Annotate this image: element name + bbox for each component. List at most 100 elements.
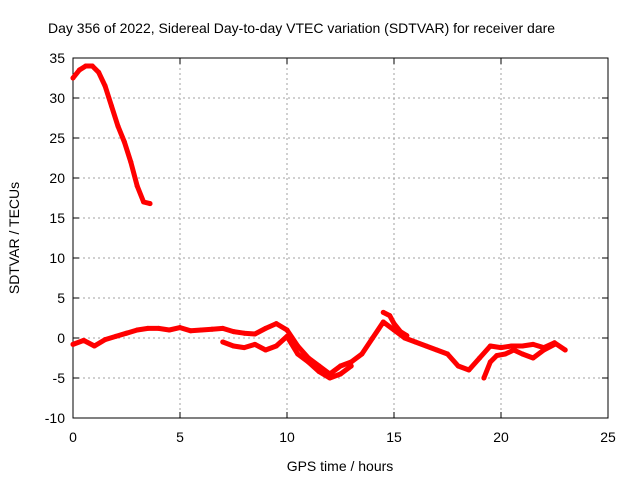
- data-point: [102, 337, 108, 343]
- data-point: [220, 325, 226, 331]
- x-tick-label: 15: [386, 429, 402, 445]
- data-point: [541, 347, 547, 353]
- y-tick-label: -10: [45, 410, 65, 426]
- y-tick-label: 15: [49, 210, 65, 226]
- data-point: [166, 327, 172, 333]
- data-point: [348, 359, 354, 365]
- data-point: [231, 343, 236, 349]
- y-tick-label: 10: [49, 250, 65, 266]
- data-point: [147, 201, 153, 207]
- y-tick-label: 20: [49, 170, 65, 186]
- data-point: [530, 355, 536, 361]
- y-tick-label: 35: [49, 50, 65, 66]
- data-point: [141, 199, 147, 205]
- data-point: [81, 337, 87, 343]
- data-point: [387, 313, 393, 319]
- data-point: [273, 343, 279, 349]
- data-point: [305, 359, 311, 365]
- data-point: [511, 347, 517, 353]
- data-point: [273, 321, 279, 327]
- data-point: [481, 375, 487, 381]
- data-point: [391, 321, 397, 327]
- data-point: [70, 341, 76, 347]
- data-point: [134, 183, 140, 189]
- data-point: [252, 341, 258, 347]
- data-point: [477, 355, 483, 361]
- data-point: [113, 333, 119, 339]
- y-tick-label: -5: [53, 370, 66, 386]
- y-tick-label: 30: [49, 90, 65, 106]
- y-tick-label: 0: [57, 330, 65, 346]
- x-tick-label: 0: [69, 429, 77, 445]
- x-tick-label: 20: [493, 429, 509, 445]
- data-point: [83, 63, 89, 69]
- y-tick-label: 5: [57, 290, 65, 306]
- data-point: [509, 343, 515, 349]
- data-point: [124, 330, 129, 336]
- data-point: [494, 353, 500, 359]
- data-point: [263, 347, 269, 353]
- data-point: [380, 309, 386, 315]
- data-point: [519, 343, 525, 349]
- data-point: [519, 351, 525, 357]
- data-point: [115, 123, 121, 129]
- data-point: [327, 375, 333, 381]
- data-point: [338, 363, 343, 369]
- data-point: [198, 327, 204, 333]
- y-axis: -10 -5 0 5 10 15 20 25 30 35: [45, 50, 608, 426]
- x-tick-label: 5: [176, 429, 184, 445]
- chart-title: Day 356 of 2022, Sidereal Day-to-day VTE…: [48, 20, 555, 36]
- data-point: [156, 325, 162, 331]
- data-point: [177, 325, 183, 331]
- data-point: [316, 369, 322, 375]
- data-point: [295, 351, 301, 357]
- data-point: [404, 333, 410, 339]
- data-point: [562, 347, 568, 353]
- data-point: [530, 341, 536, 347]
- data-point: [359, 351, 365, 357]
- data-point: [241, 345, 247, 351]
- plot-frame: [72, 57, 609, 419]
- data-point: [502, 351, 508, 357]
- data-point: [109, 103, 114, 109]
- data-point: [412, 339, 418, 345]
- data-point: [338, 371, 343, 377]
- y-tick-label: 25: [49, 130, 65, 146]
- data-point: [552, 341, 557, 347]
- data-point: [370, 335, 376, 341]
- data-point: [241, 330, 247, 336]
- data-point: [434, 347, 440, 353]
- data-point: [134, 327, 140, 333]
- data-point: [102, 83, 108, 89]
- x-tick-label: 25: [600, 429, 616, 445]
- data-point: [70, 75, 76, 81]
- data-point: [466, 367, 472, 373]
- data-point: [220, 339, 226, 345]
- data-point: [487, 343, 493, 349]
- data-point: [76, 67, 82, 73]
- data-point: [455, 363, 461, 369]
- x-axis-label: GPS time / hours: [287, 458, 394, 474]
- y-axis-label: SDTVAR / TECUs: [6, 182, 22, 294]
- data-point: [423, 343, 429, 349]
- data-point: [91, 343, 97, 349]
- data-point: [121, 139, 127, 145]
- data-point: [188, 328, 194, 334]
- data-point: [96, 69, 102, 75]
- data-point: [498, 345, 504, 351]
- data-point: [284, 333, 290, 339]
- data-point: [252, 331, 258, 337]
- data-point: [397, 329, 403, 335]
- data-point: [348, 363, 354, 369]
- data-point: [445, 351, 450, 357]
- data-point: [145, 325, 151, 331]
- data-point: [263, 325, 269, 331]
- data-point: [487, 359, 493, 365]
- series-line: [70, 63, 153, 207]
- data-point: [128, 159, 134, 165]
- data-point: [380, 319, 386, 325]
- grid-lines: [73, 58, 608, 418]
- data-point: [231, 329, 236, 335]
- series-layer: [70, 63, 568, 381]
